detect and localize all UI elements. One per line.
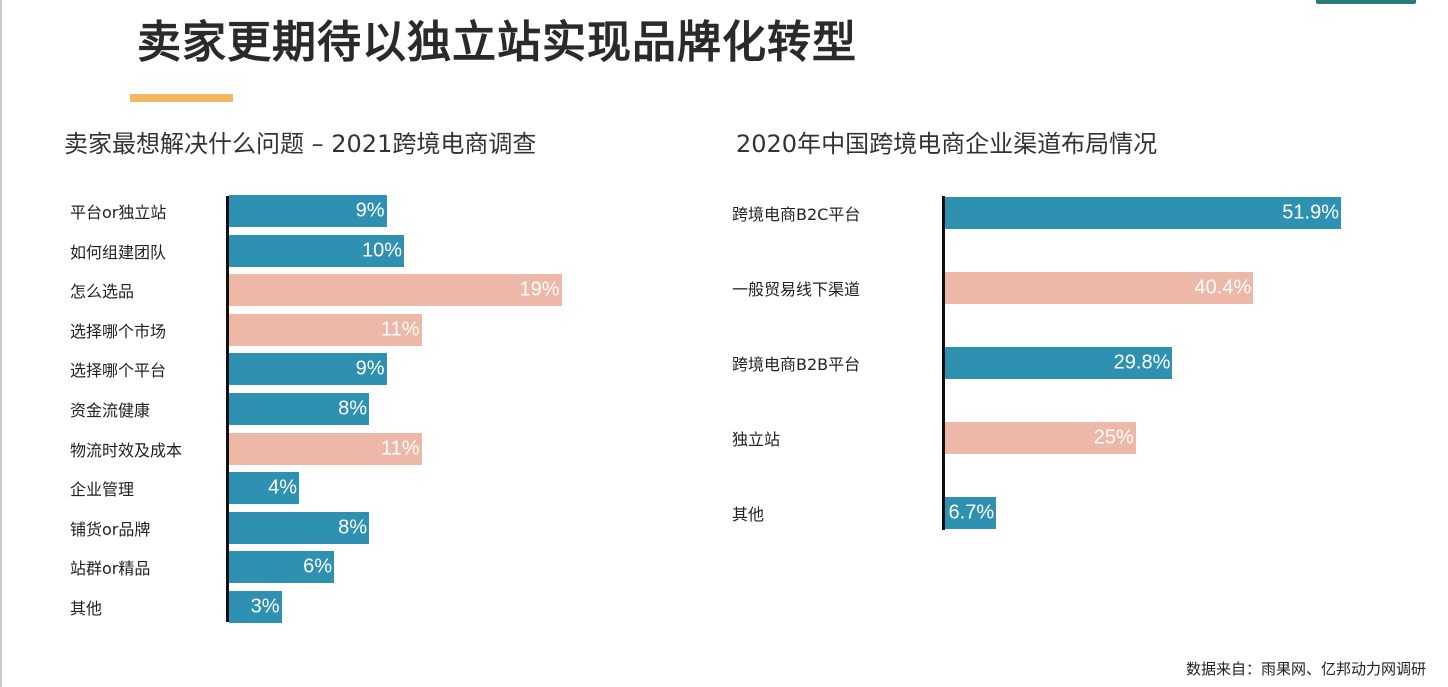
chart-title-right: 2020年中国跨境电商企业渠道布局情况 xyxy=(736,130,1158,158)
bar: 11% xyxy=(229,432,422,465)
data-label: 11% xyxy=(380,437,420,460)
data-label: 25% xyxy=(1093,426,1134,449)
category-label: 独立站 xyxy=(732,430,781,449)
category-label: 铺货or品牌 xyxy=(70,519,151,539)
category-label: 其他 xyxy=(70,599,103,618)
bar: 25% xyxy=(945,422,1136,454)
category-label: 怎么选品 xyxy=(70,282,135,302)
data-label: 9% xyxy=(355,357,385,380)
category-label: 物流时效及成本 xyxy=(70,440,183,460)
bar: 8% xyxy=(229,393,369,425)
chart-title-left: 卖家最想解决什么问题 – 2021跨境电商调查 xyxy=(64,130,537,158)
category-label: 选择哪个市场 xyxy=(70,321,167,341)
category-label: 企业管理 xyxy=(70,480,135,500)
logo xyxy=(1316,0,1416,4)
category-label: 选择哪个平台 xyxy=(70,361,167,381)
data-label: 11% xyxy=(380,318,420,341)
data-label: 51.9% xyxy=(1282,201,1339,224)
bar: 11% xyxy=(229,313,422,346)
title-accent-bar xyxy=(130,94,233,102)
category-label: 如何组建团队 xyxy=(70,242,167,262)
data-label: 8% xyxy=(338,397,367,420)
axis-line xyxy=(226,196,229,622)
data-label: 10% xyxy=(361,239,402,262)
data-label: 29.8% xyxy=(1113,351,1171,374)
bar: 29.8% xyxy=(945,347,1173,379)
bar: 9% xyxy=(229,195,387,227)
category-label: 站群or精品 xyxy=(70,559,151,579)
slide-edge xyxy=(0,0,2,687)
slide-title: 卖家更期待以独立站实现品牌化转型 xyxy=(137,17,857,68)
data-label: 40.4% xyxy=(1194,276,1252,299)
bar: 19% xyxy=(229,274,562,307)
category-label: 平台or独立站 xyxy=(70,203,167,222)
bar: 51.9% xyxy=(945,197,1341,229)
data-label: 19% xyxy=(519,278,560,301)
category-label: 一般贸易线下渠道 xyxy=(732,280,861,299)
bar: 6% xyxy=(229,551,334,584)
category-label: 资金流健康 xyxy=(70,401,151,420)
data-label: 9% xyxy=(355,199,385,222)
data-label: 8% xyxy=(338,516,367,539)
data-label: 4% xyxy=(268,476,297,499)
data-label: 3% xyxy=(250,595,280,618)
bar: 4% xyxy=(229,472,299,505)
category-label: 跨境电商B2B平台 xyxy=(732,355,861,374)
category-label: 跨境电商B2C平台 xyxy=(732,205,861,224)
bar: 9% xyxy=(229,353,387,386)
category-label: 其他 xyxy=(732,505,765,524)
bar: 8% xyxy=(229,511,369,544)
source-footnote: 数据来自：雨果网、亿邦动力网调研 xyxy=(1185,660,1426,678)
bar: 3% xyxy=(229,591,282,623)
data-label: 6.7% xyxy=(948,501,995,524)
bar: 40.4% xyxy=(945,272,1254,304)
bar: 10% xyxy=(229,234,404,267)
data-label: 6% xyxy=(303,555,332,578)
axis-line xyxy=(942,196,945,530)
bar: 6.7% xyxy=(945,497,997,529)
